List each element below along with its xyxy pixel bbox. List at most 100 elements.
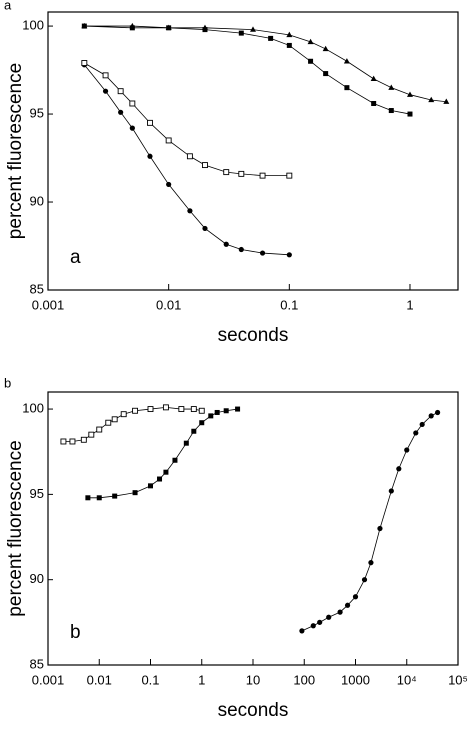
point bbox=[388, 108, 394, 114]
y-tick-label: 85 bbox=[30, 656, 44, 671]
x-tick-label: 0.001 bbox=[32, 297, 65, 312]
point bbox=[201, 24, 208, 31]
point bbox=[117, 88, 124, 95]
y-tick-label: 90 bbox=[30, 571, 44, 586]
point bbox=[377, 525, 383, 532]
point bbox=[186, 153, 193, 160]
point bbox=[268, 35, 274, 41]
point bbox=[238, 170, 245, 177]
point bbox=[344, 602, 351, 608]
point bbox=[235, 406, 241, 412]
y-tick-label: 90 bbox=[30, 193, 44, 208]
point bbox=[352, 594, 359, 600]
point bbox=[198, 407, 205, 414]
point bbox=[191, 428, 197, 434]
point bbox=[132, 407, 139, 414]
point bbox=[286, 42, 292, 48]
point bbox=[202, 162, 208, 169]
point bbox=[129, 100, 136, 107]
plot-frame bbox=[47, 391, 459, 666]
point bbox=[370, 75, 377, 82]
x-tick-label: 0.01 bbox=[87, 672, 112, 687]
point bbox=[407, 111, 413, 117]
point bbox=[183, 440, 189, 446]
point bbox=[310, 623, 316, 629]
fit-line bbox=[84, 25, 447, 103]
point bbox=[118, 109, 124, 115]
point bbox=[81, 60, 88, 66]
point bbox=[419, 421, 425, 428]
point bbox=[80, 436, 87, 443]
x-tick-label: 10 bbox=[246, 672, 260, 687]
x-tick-label: 0.001 bbox=[32, 672, 65, 687]
x-tick-label: 0.1 bbox=[280, 297, 298, 312]
point bbox=[388, 84, 395, 90]
point bbox=[166, 181, 172, 188]
point bbox=[406, 91, 413, 97]
point bbox=[344, 85, 350, 91]
point bbox=[428, 96, 435, 103]
point bbox=[223, 408, 229, 414]
point bbox=[129, 125, 135, 131]
point bbox=[371, 100, 377, 106]
x-tick-label: 0.1 bbox=[141, 672, 159, 687]
point bbox=[435, 409, 441, 416]
point bbox=[162, 404, 169, 411]
point bbox=[202, 225, 208, 232]
point bbox=[163, 469, 169, 475]
panel-label: b bbox=[4, 375, 11, 390]
inner-label: a bbox=[70, 247, 81, 268]
point bbox=[147, 119, 153, 126]
point bbox=[238, 30, 244, 36]
point bbox=[223, 169, 230, 176]
point bbox=[129, 22, 136, 29]
x-axis-label: seconds bbox=[218, 700, 289, 721]
point bbox=[238, 246, 244, 253]
point bbox=[326, 614, 332, 620]
point bbox=[404, 447, 410, 453]
y-tick-label: 85 bbox=[30, 281, 44, 296]
point bbox=[396, 466, 402, 472]
point bbox=[343, 58, 350, 64]
panel-label: a bbox=[4, 0, 12, 12]
point bbox=[147, 406, 154, 413]
y-tick-label: 100 bbox=[22, 18, 44, 33]
point bbox=[132, 490, 138, 496]
point bbox=[178, 406, 185, 413]
point bbox=[413, 430, 419, 436]
point bbox=[286, 172, 293, 179]
inner-label: b bbox=[70, 622, 81, 643]
point bbox=[317, 619, 323, 625]
point bbox=[147, 153, 153, 159]
point bbox=[111, 416, 118, 423]
x-tick-label: 100 bbox=[293, 672, 315, 687]
y-axis-label: percent fluorescence bbox=[5, 63, 26, 239]
point bbox=[105, 419, 112, 426]
point bbox=[286, 31, 293, 38]
point bbox=[250, 26, 256, 32]
point bbox=[208, 413, 214, 419]
x-tick-label: 1 bbox=[198, 672, 205, 687]
point bbox=[102, 88, 109, 94]
point bbox=[148, 483, 153, 489]
x-tick-label: 10⁵ bbox=[448, 672, 468, 687]
point bbox=[81, 22, 88, 29]
point bbox=[223, 241, 229, 247]
point bbox=[299, 628, 305, 634]
x-tick-label: 0.01 bbox=[156, 297, 181, 312]
point bbox=[214, 409, 220, 415]
point bbox=[388, 488, 394, 494]
point bbox=[308, 58, 314, 64]
fit-line bbox=[84, 64, 290, 256]
fit-line bbox=[84, 62, 290, 177]
y-tick-label: 95 bbox=[30, 105, 44, 120]
point bbox=[361, 577, 368, 583]
point bbox=[443, 98, 450, 104]
point bbox=[85, 495, 91, 501]
point bbox=[259, 250, 266, 256]
point bbox=[428, 413, 434, 419]
x-axis-label: seconds bbox=[218, 325, 289, 346]
point bbox=[307, 38, 314, 45]
x-tick-label: 1000 bbox=[341, 672, 370, 687]
point bbox=[323, 71, 329, 77]
